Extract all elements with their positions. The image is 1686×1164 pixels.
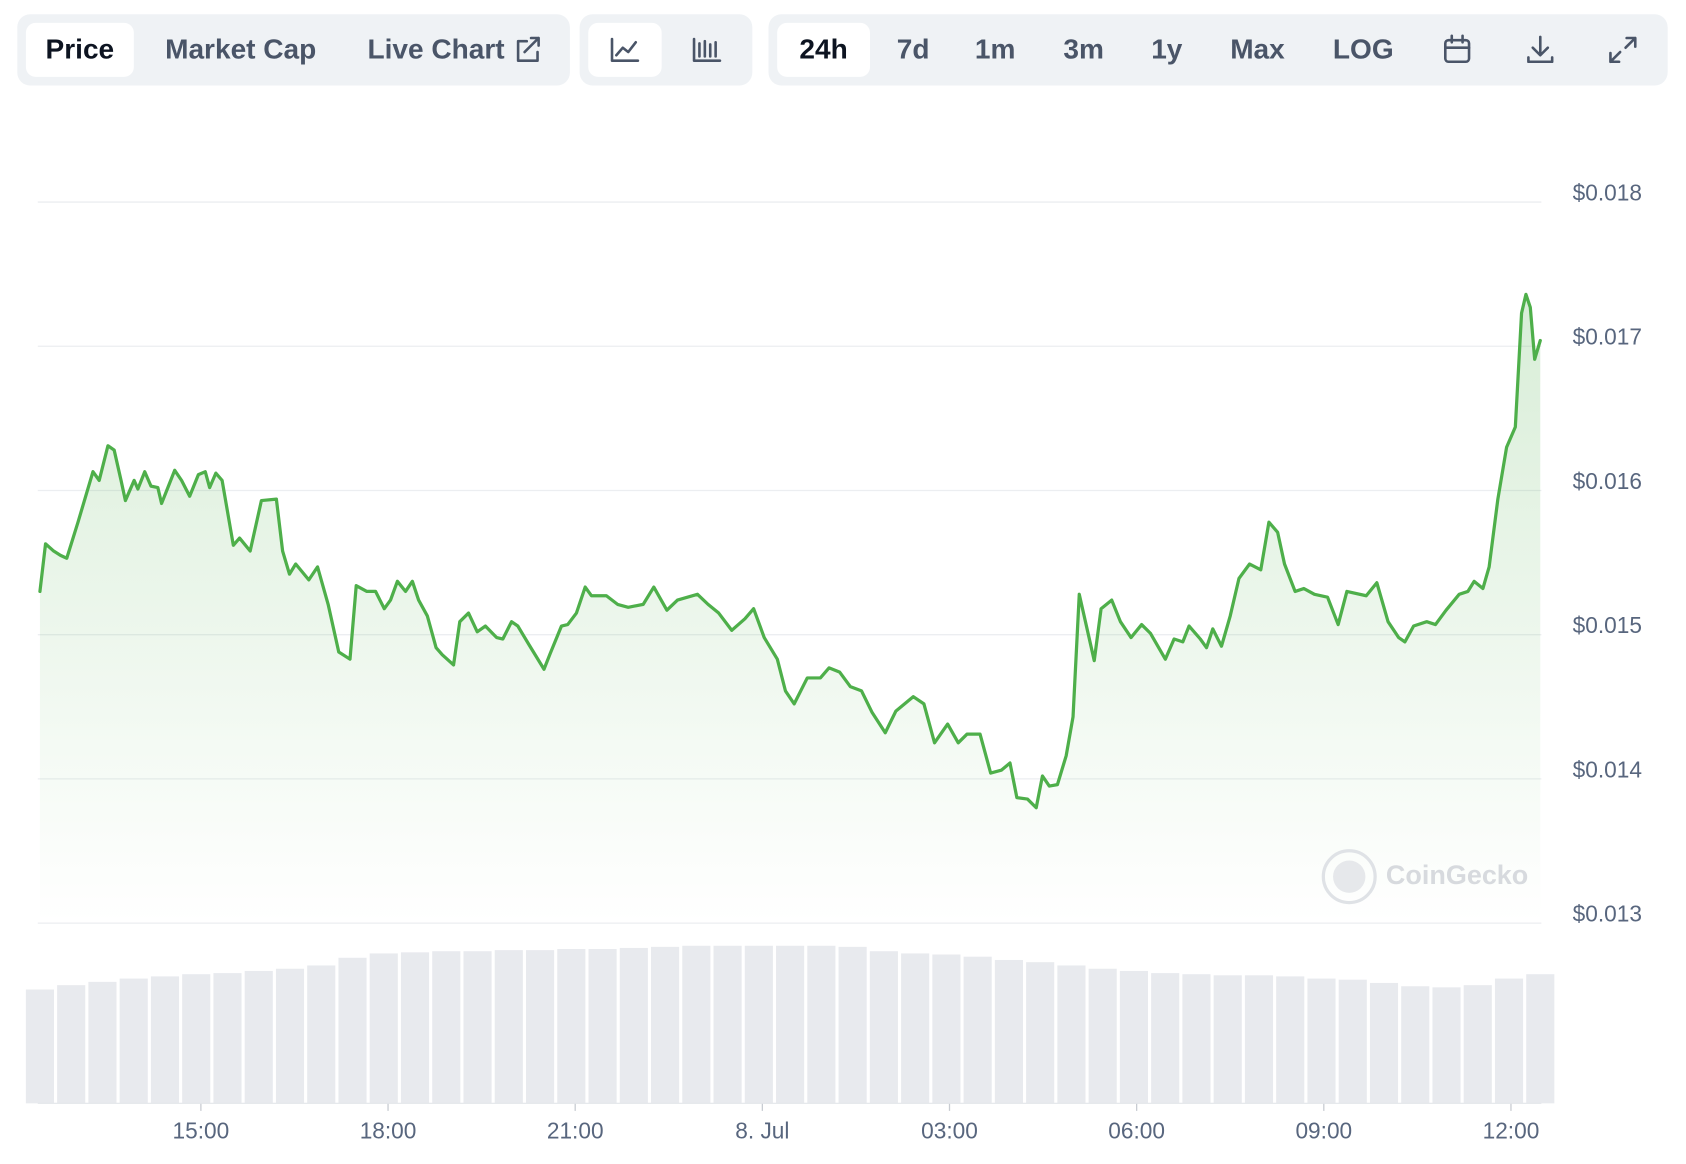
volume-bar <box>1119 970 1149 1104</box>
volume-bar <box>651 946 680 1104</box>
range-group <box>768 14 1668 86</box>
view-group <box>17 14 570 86</box>
volume-bar <box>369 953 398 1104</box>
live-chart-link[interactable]: Live Chart <box>367 33 504 64</box>
active-button <box>777 22 870 77</box>
volume-bar <box>1463 985 1492 1104</box>
y-tick-label: $0.018 <box>1573 179 1642 205</box>
volume-bar <box>275 968 305 1104</box>
volume-bar <box>1276 976 1305 1104</box>
y-tick-label: $0.017 <box>1573 324 1642 350</box>
y-tick-label: $0.016 <box>1573 468 1642 494</box>
volume-bar <box>1182 974 1211 1104</box>
volume-bar <box>1401 986 1430 1104</box>
volume-bar <box>901 953 930 1104</box>
x-tick-label: 21:00 <box>547 1117 604 1143</box>
line-chart-button[interactable] <box>610 37 640 62</box>
range-button[interactable]: 24h <box>799 33 847 64</box>
volume-bar <box>1088 968 1117 1104</box>
volume-bar <box>307 965 336 1104</box>
volume-bar <box>57 985 86 1104</box>
volume-bar <box>213 973 242 1104</box>
area-fill <box>39 294 1541 924</box>
volume-bar <box>1369 982 1399 1104</box>
volume-bar <box>807 945 836 1104</box>
volume-bar <box>838 946 867 1104</box>
volume-bar <box>182 974 211 1104</box>
range-button[interactable]: 1y <box>1151 33 1183 64</box>
volume-bar <box>557 949 586 1104</box>
volume-bar <box>338 957 367 1104</box>
volume-bar <box>1494 978 1524 1104</box>
volume-bar <box>869 951 898 1104</box>
y-tick-label: $0.013 <box>1573 901 1642 927</box>
price-line <box>38 292 1542 810</box>
fullscreen-button[interactable] <box>1609 36 1637 64</box>
volume-bar <box>25 989 55 1104</box>
price-tab[interactable]: Price <box>46 33 115 64</box>
volume-bar <box>119 978 148 1104</box>
watermark-logo <box>1333 860 1366 893</box>
volume-bar <box>713 945 742 1104</box>
calendar-button[interactable] <box>1444 34 1471 64</box>
volume-bar <box>588 949 617 1104</box>
x-tick-label: 15:00 <box>173 1117 230 1143</box>
download-button[interactable] <box>1527 35 1554 64</box>
x-tick-label: 03:00 <box>921 1117 978 1143</box>
volume-bar <box>1026 962 1055 1104</box>
volume-bar <box>1151 973 1180 1104</box>
range-button[interactable]: Max <box>1230 33 1285 64</box>
volume-bar <box>1307 978 1336 1104</box>
range-button[interactable]: 3m <box>1063 33 1104 64</box>
y-tick-label: $0.014 <box>1573 756 1642 782</box>
x-tick-label: 12:00 <box>1483 1117 1540 1143</box>
volume-bar <box>1526 974 1555 1104</box>
volume-bar <box>400 952 430 1104</box>
volume-bar <box>1338 979 1367 1104</box>
volume-bar <box>776 945 805 1104</box>
volume-bar <box>1244 975 1274 1104</box>
volume-bar <box>619 947 648 1104</box>
active-button <box>25 22 134 77</box>
x-tick-label: 8. Jul <box>735 1117 789 1143</box>
volume-bar <box>525 950 555 1104</box>
external-link-icon <box>516 36 540 62</box>
market-cap-tab[interactable]: Market Cap <box>165 33 316 64</box>
volume-bar <box>682 945 711 1104</box>
x-tick-label: 06:00 <box>1108 1117 1165 1143</box>
watermark: CoinGecko <box>1321 849 1528 905</box>
watermark-logo <box>1321 849 1377 905</box>
volume-bar <box>1432 987 1461 1104</box>
volume-bar <box>1057 965 1086 1104</box>
volume-bar <box>432 951 461 1104</box>
candlestick-button[interactable] <box>692 37 722 62</box>
range-button[interactable]: 7d <box>897 33 930 64</box>
volume-bar <box>150 976 180 1104</box>
range-button[interactable]: 1m <box>975 33 1016 64</box>
volume-bar <box>994 959 1023 1104</box>
watermark-text: CoinGecko <box>1386 860 1528 890</box>
volume-bar <box>494 950 523 1104</box>
volume-bar <box>744 945 773 1104</box>
toolbar: Price Market Cap Live Chart 24h 7d 1m 3m… <box>17 14 1668 86</box>
log-button[interactable]: LOG <box>1333 33 1394 64</box>
x-tick-label: 09:00 <box>1295 1117 1352 1143</box>
volume-bar <box>963 956 992 1104</box>
volume-bar <box>1213 975 1242 1104</box>
volume-bar <box>244 970 273 1104</box>
plot-area: $0.013 $0.014 $0.015 $0.016 $0.017 $0.018 15:0… <box>25 179 1642 1143</box>
volume-bar <box>463 951 492 1104</box>
volume-bar <box>88 981 117 1104</box>
x-tick-label: 18:00 <box>360 1117 417 1143</box>
volume-bar <box>932 954 961 1104</box>
y-tick-label: $0.015 <box>1573 612 1642 638</box>
